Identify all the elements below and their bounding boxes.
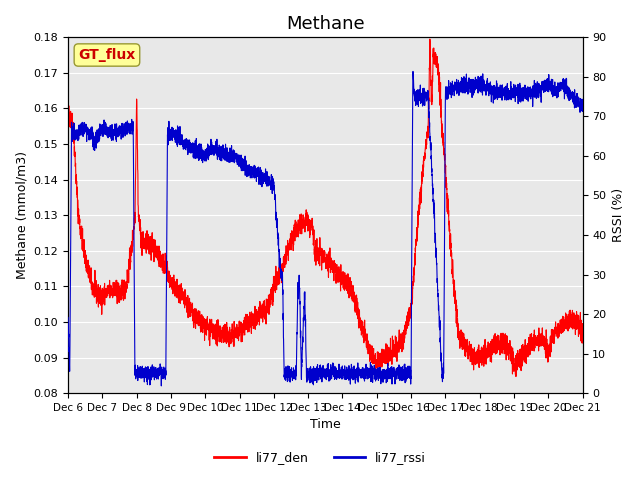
Legend: li77_den, li77_rssi: li77_den, li77_rssi — [209, 446, 431, 469]
Y-axis label: RSSI (%): RSSI (%) — [612, 188, 625, 242]
Y-axis label: Methane (mmol/m3): Methane (mmol/m3) — [15, 151, 28, 279]
Title: Methane: Methane — [286, 15, 365, 33]
Text: GT_flux: GT_flux — [78, 48, 136, 62]
X-axis label: Time: Time — [310, 419, 340, 432]
